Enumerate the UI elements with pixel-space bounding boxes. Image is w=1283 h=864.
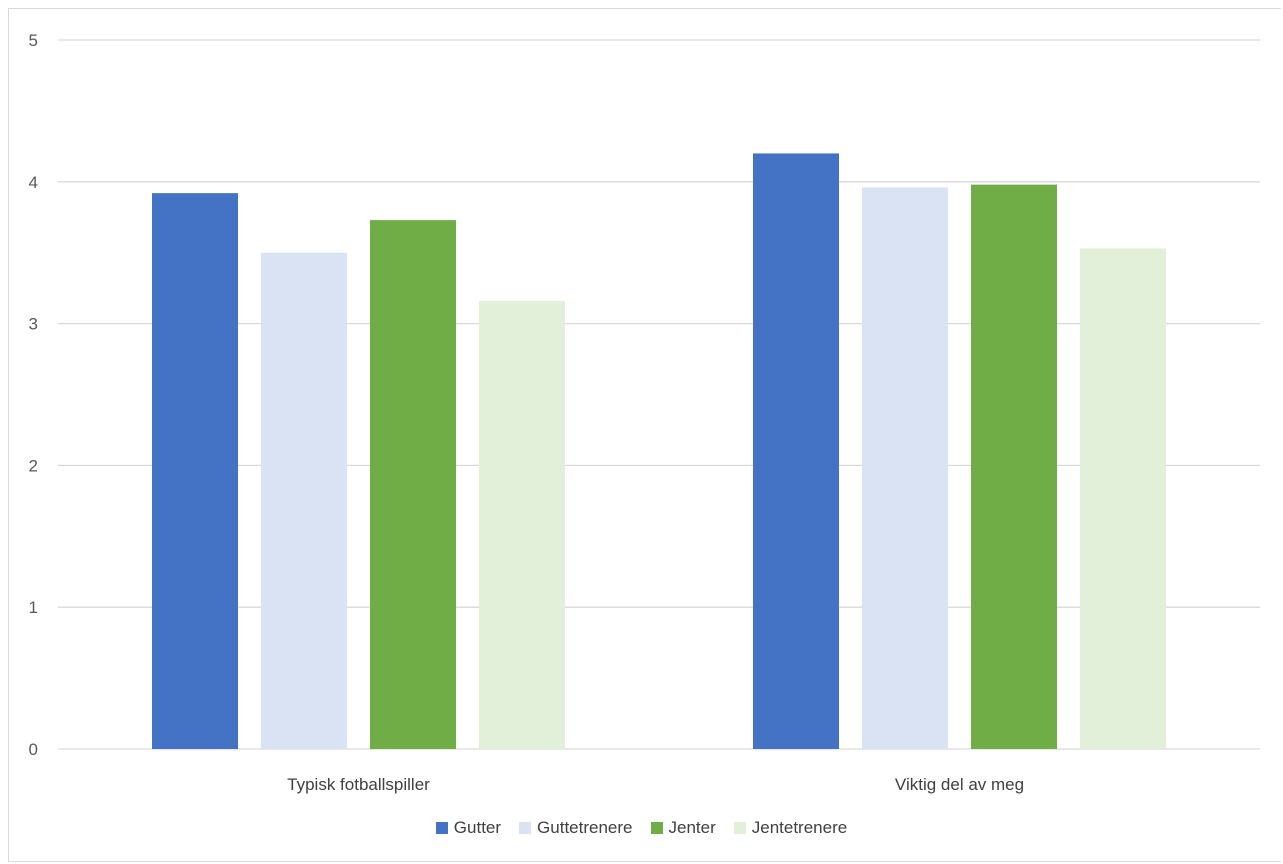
bars: [152, 153, 1166, 750]
legend-item: Guttetrenere: [519, 818, 633, 838]
y-tick-label: 3: [29, 315, 38, 334]
x-category-label: Typisk fotballspiller: [287, 775, 430, 794]
y-tick-label: 5: [29, 31, 38, 50]
bar-jentetrenere-2: [1080, 248, 1166, 750]
legend-item: Jenter: [650, 818, 716, 838]
legend-swatch: [435, 822, 448, 834]
legend-item: Jentetrenere: [733, 818, 848, 838]
legend-swatch: [650, 822, 663, 834]
y-tick-label: 0: [29, 740, 38, 759]
y-tick-label: 2: [29, 456, 38, 475]
bar-jentetrenere-1: [479, 300, 565, 749]
bar-gutter-1: [152, 193, 238, 750]
y-tick-label: 1: [29, 598, 38, 617]
x-axis-categories: Typisk fotballspiller Viktig del av meg: [287, 775, 1024, 794]
gridlines: [58, 39, 1260, 750]
x-category-label: Viktig del av meg: [895, 775, 1024, 794]
bar-guttetrenere-2: [862, 187, 948, 750]
y-axis-ticks: 0 1 2 3 4 5: [29, 31, 38, 759]
y-tick-label: 4: [29, 173, 38, 192]
legend-item: Gutter: [435, 818, 502, 838]
bar-jenter-2: [971, 184, 1057, 750]
legend-swatch: [519, 822, 532, 834]
legend-label: Jentetrenere: [751, 818, 848, 837]
legend-swatch: [733, 822, 746, 834]
legend-label: Jenter: [668, 818, 716, 837]
bar-jenter-1: [370, 220, 456, 749]
bar-gutter-2: [753, 153, 839, 749]
legend-label: Gutter: [453, 818, 502, 837]
chart-legend: Gutter Guttetrenere Jenter Jentetrenere: [0, 818, 1283, 838]
bar-guttetrenere-1: [261, 252, 347, 749]
legend-label: Guttetrenere: [537, 818, 633, 837]
